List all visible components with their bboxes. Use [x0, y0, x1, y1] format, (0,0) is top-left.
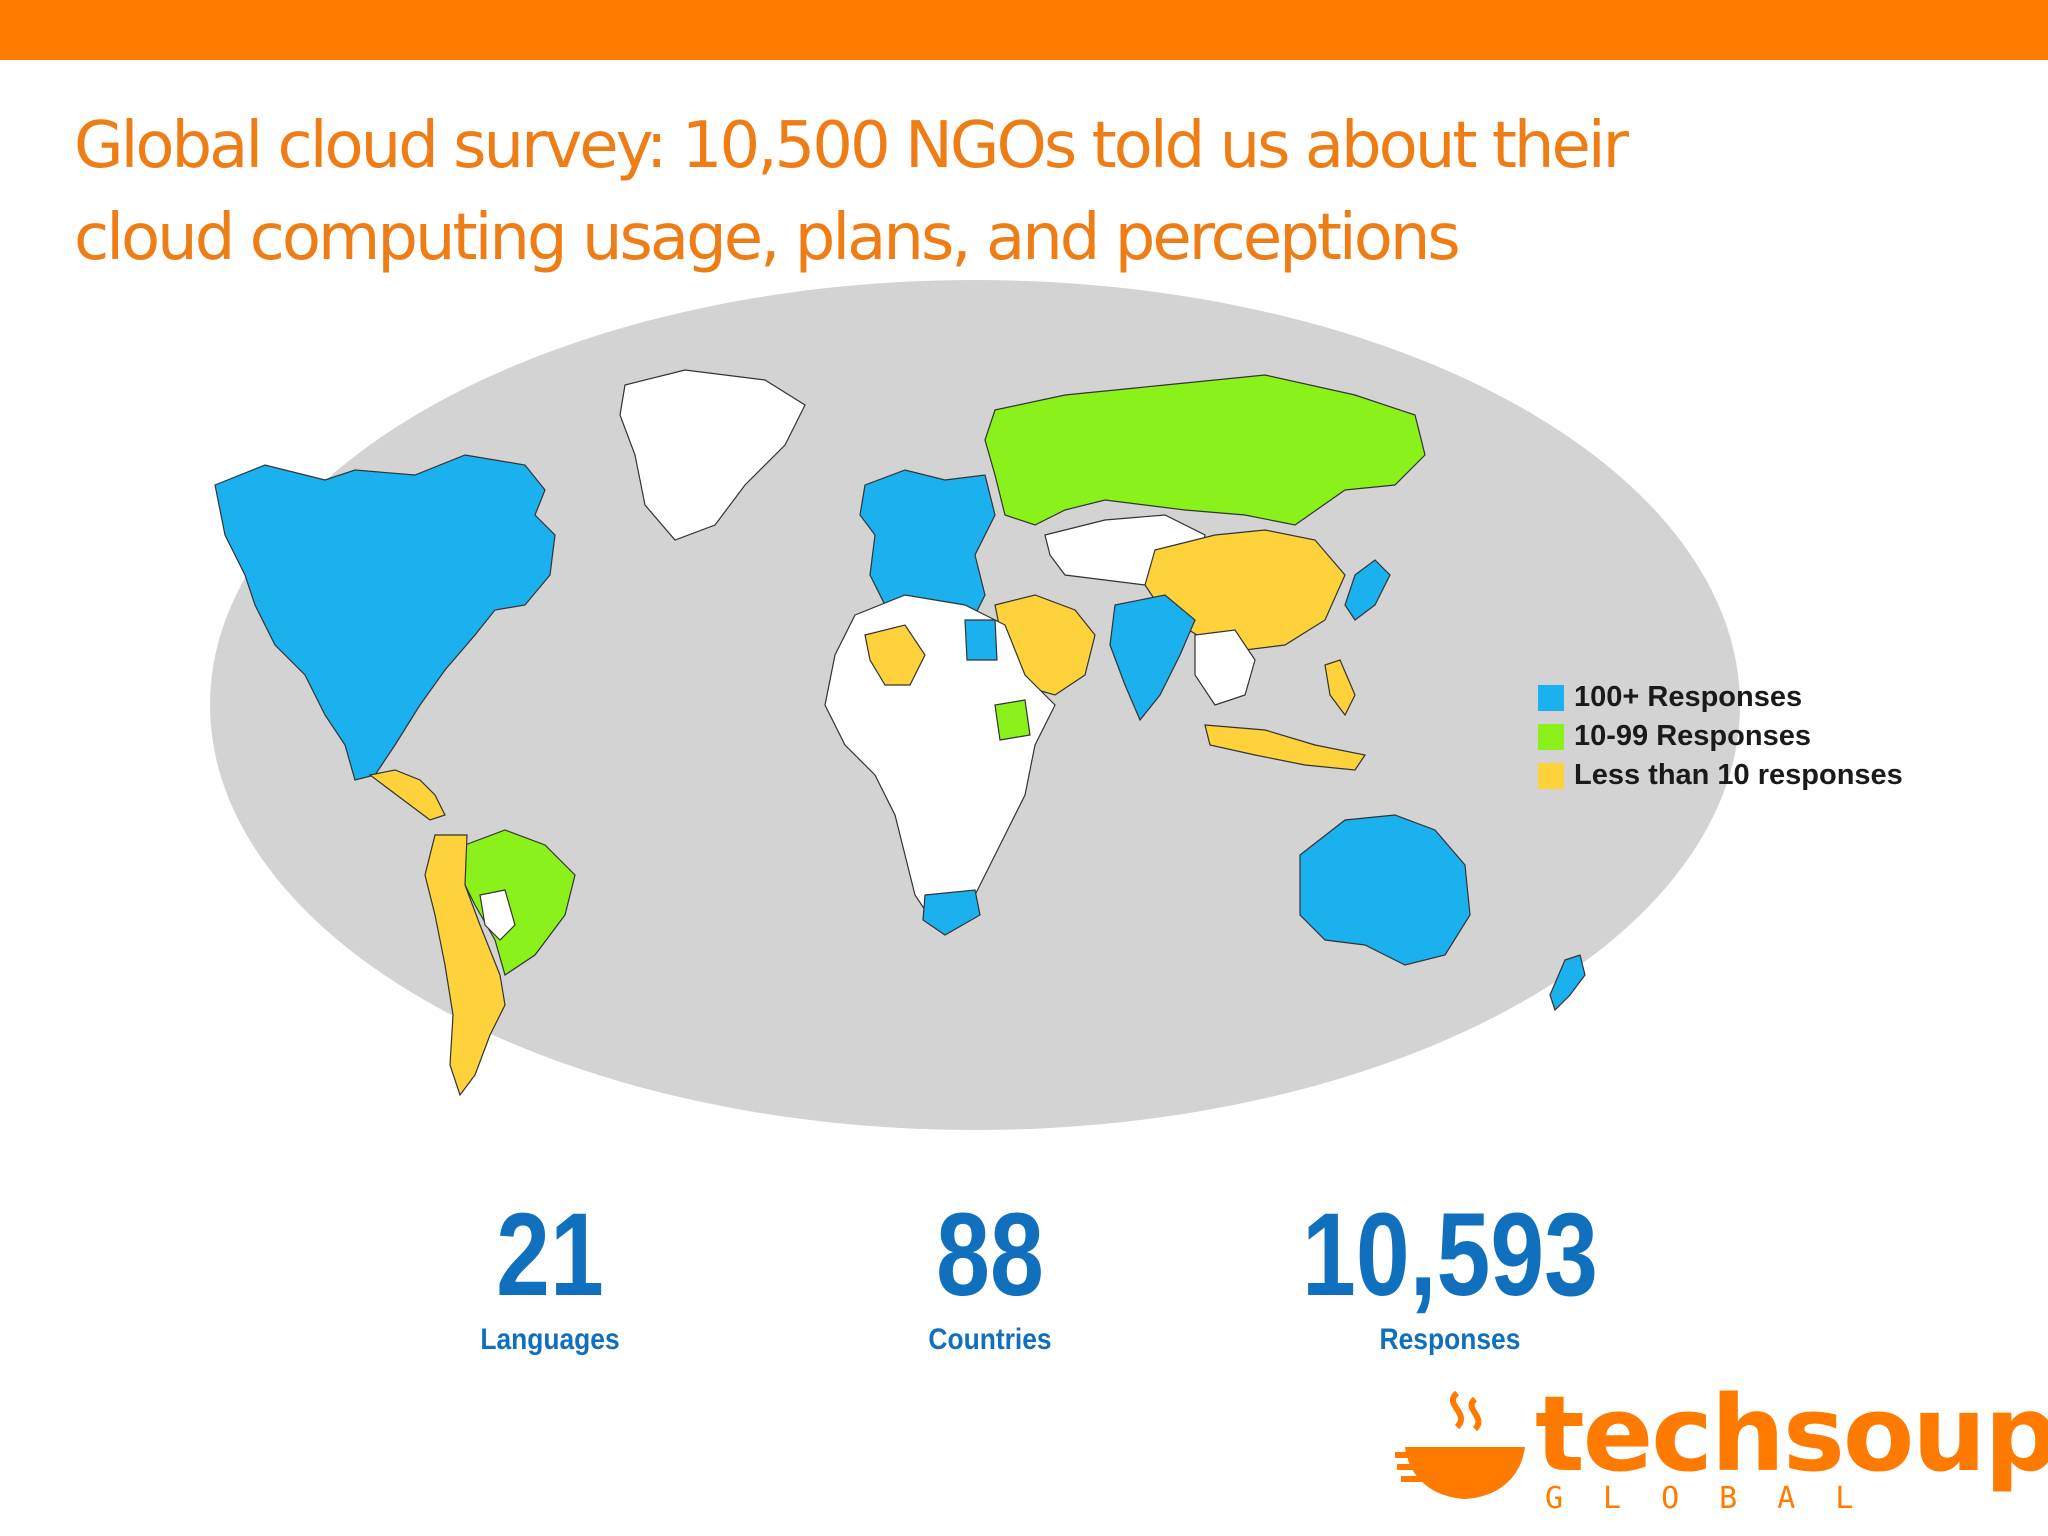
legend-swatch: [1538, 684, 1564, 711]
south-africa-region: [922, 889, 981, 936]
legend-label: 100+ Responses: [1574, 681, 1803, 713]
indonesia-region: [1204, 724, 1366, 771]
south-america-green-region: [459, 829, 576, 976]
india-region: [1109, 594, 1196, 722]
east-africa-region: [994, 699, 1031, 741]
central-america-region: [368, 769, 446, 821]
legend-swatch: [1538, 762, 1564, 789]
philippines-region: [1324, 659, 1356, 717]
stat-label: Countries: [928, 1323, 1052, 1356]
title-line-2: cloud computing usage, plans, and percep…: [74, 201, 1461, 275]
stat-countries: 88 Countries: [880, 1190, 1100, 1360]
new-zealand-region: [1549, 954, 1586, 1012]
stat-languages: 21 Languages: [440, 1190, 660, 1360]
legend-label: 10-99 Responses: [1574, 720, 1811, 752]
australia-region: [1299, 814, 1471, 966]
africa-yellow-region: [864, 624, 926, 686]
legend-item: 10-99 Responses: [1538, 717, 1903, 756]
top-accent-bar: [0, 0, 2048, 60]
south-america-yellow-region: [424, 834, 506, 1097]
map-legend: 100+ Responses 10-99 Responses Less than…: [1538, 678, 1903, 795]
north-america-region: [214, 454, 556, 781]
stat-label: Responses: [1379, 1323, 1521, 1356]
stat-value: 21: [496, 1189, 604, 1321]
legend-item: Less than 10 responses: [1538, 756, 1903, 795]
stat-value: 88: [936, 1189, 1044, 1321]
legend-label: Less than 10 responses: [1574, 759, 1903, 791]
russia-region: [984, 374, 1426, 526]
southeast-asia-region: [1194, 629, 1256, 706]
stat-value: 10,593: [1302, 1189, 1598, 1321]
stat-label: Languages: [480, 1323, 620, 1356]
logo-subtitle: GLOBAL: [1545, 1481, 1894, 1516]
legend-item: 100+ Responses: [1538, 678, 1903, 717]
legend-swatch: [1538, 723, 1564, 750]
soup-bowl-icon: [1395, 1390, 1525, 1499]
japan-region: [1344, 559, 1391, 621]
greenland-region: [619, 369, 806, 541]
logo-wordmark: techsoup: [1535, 1373, 2048, 1495]
techsoup-logo: techsoup GLOBAL: [1395, 1373, 2048, 1516]
slide-title: Global cloud survey: 10,500 NGOs told us…: [74, 100, 1974, 284]
stat-responses: 10,593 Responses: [1240, 1190, 1660, 1360]
egypt-region: [964, 619, 998, 661]
south-america-white-region: [479, 889, 516, 941]
title-line-1: Global cloud survey: 10,500 NGOs told us…: [74, 109, 1629, 183]
world-map: [210, 280, 1740, 1130]
